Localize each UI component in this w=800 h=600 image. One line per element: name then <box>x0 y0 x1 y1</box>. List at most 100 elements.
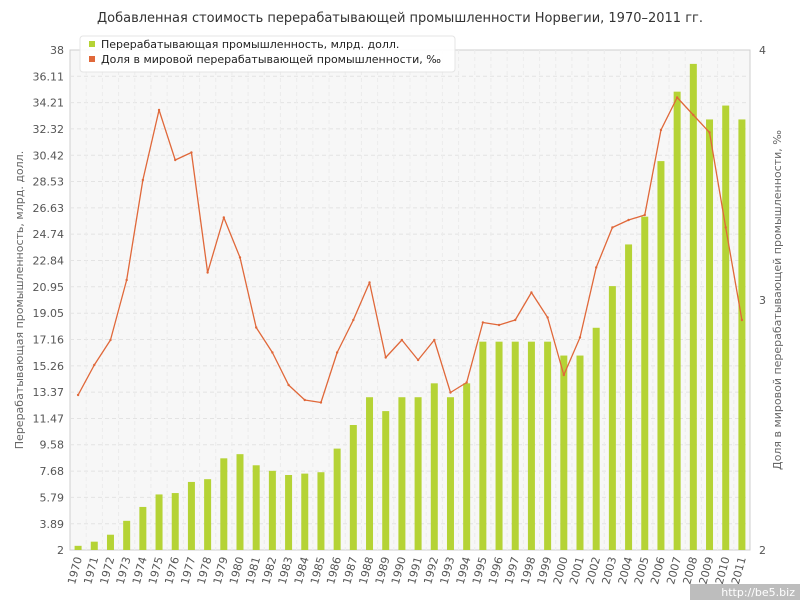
line-point <box>659 128 663 132</box>
line-point <box>271 351 274 354</box>
line-point <box>724 226 727 229</box>
line-point <box>497 323 501 327</box>
bar <box>268 470 276 550</box>
y-tick-label: 30.42 <box>33 149 65 162</box>
bar <box>333 448 341 550</box>
line-point <box>578 336 582 339</box>
line-point <box>238 256 242 259</box>
line-point <box>692 113 695 117</box>
line-point <box>546 316 549 319</box>
y-tick-label: 26.63 <box>33 202 65 215</box>
bar <box>608 286 616 550</box>
bar <box>544 341 552 550</box>
line-point <box>481 321 485 324</box>
y-tick-label: 11.47 <box>33 412 65 425</box>
bar <box>74 545 82 550</box>
y-tick-label: 13.37 <box>33 386 65 399</box>
line-point <box>303 398 306 402</box>
bar <box>317 472 325 550</box>
bar <box>479 341 487 550</box>
bar <box>414 397 422 550</box>
y-tick-label: 2 <box>57 544 64 557</box>
line-point <box>76 393 80 397</box>
y-tick-label: 22.84 <box>33 255 65 268</box>
line-point <box>222 216 226 219</box>
line-point <box>465 381 468 384</box>
line-point <box>335 351 339 354</box>
bar <box>90 541 98 550</box>
bar <box>171 493 179 550</box>
y2-tick-label: 3 <box>759 294 766 307</box>
bar <box>446 397 454 550</box>
line-point <box>562 373 566 377</box>
bar <box>657 161 665 550</box>
line-point <box>125 278 128 282</box>
bar-series <box>74 63 746 551</box>
y2-tick-label: 4 <box>759 44 766 57</box>
line-point <box>449 391 452 394</box>
y-tick-label: 38 <box>50 44 64 57</box>
line-point <box>675 96 679 99</box>
line-point <box>514 318 517 322</box>
bar <box>689 63 697 551</box>
bar <box>106 534 114 550</box>
bar <box>187 481 195 550</box>
bar <box>349 425 357 550</box>
bar <box>252 465 260 550</box>
line-point <box>530 291 533 294</box>
y-axis-left-label: Перерабатывающая промышленность, млрд. д… <box>13 151 26 449</box>
bar <box>706 119 714 550</box>
legend-box <box>79 35 456 73</box>
bar <box>301 473 309 550</box>
legend-label-line: Доля в мировой перерабатывающей промышле… <box>101 53 441 66</box>
y-tick-label: 36.11 <box>33 70 65 83</box>
bar <box>576 355 584 550</box>
legend-label-bars: Перерабатывающая промышленность, млрд. д… <box>101 38 399 51</box>
bar <box>495 341 503 550</box>
watermark-background <box>690 584 800 600</box>
bar <box>625 244 633 550</box>
y-tick-label: 28.53 <box>33 176 65 189</box>
line-point <box>708 131 711 134</box>
y-axis-right-label: Доля в мировой перерабатывающей промышле… <box>771 130 784 470</box>
bar <box>722 105 730 551</box>
bar <box>463 383 471 550</box>
line-point <box>400 338 404 342</box>
bar <box>155 494 163 550</box>
y-tick-label: 5.79 <box>40 491 65 504</box>
line-point <box>594 266 598 269</box>
line-point <box>352 318 355 322</box>
line-point <box>643 213 646 217</box>
line-point <box>319 401 323 404</box>
line-path <box>77 96 743 404</box>
line-point <box>174 158 177 162</box>
bar <box>641 216 649 550</box>
bar <box>560 355 568 550</box>
y-axis-left-ticks: 2 3.89 5.79 7.68 9.58 11.47 13.37 15.26 17.16 19.… <box>33 44 65 557</box>
line-point <box>206 271 209 274</box>
bar <box>592 327 600 550</box>
y-tick-label: 15.26 <box>33 360 65 373</box>
y-tick-label: 3.89 <box>40 518 65 531</box>
line-point <box>384 356 387 359</box>
bar <box>527 341 535 550</box>
y-tick-label: 7.68 <box>40 465 65 478</box>
line-point <box>109 338 112 342</box>
line-point <box>254 326 258 329</box>
line-point <box>190 151 193 154</box>
bar <box>382 411 390 550</box>
y-tick-label: 17.16 <box>33 333 65 346</box>
line-point <box>141 178 145 182</box>
bar <box>366 397 374 550</box>
y-axis-right-ticks: 2 3 4 <box>759 44 766 557</box>
bar <box>738 119 746 550</box>
bar <box>430 383 438 550</box>
y-tick-label: 32.32 <box>33 123 65 136</box>
bar <box>398 397 406 550</box>
y-tick-label: 34.21 <box>33 97 65 110</box>
line-point <box>611 226 614 229</box>
bar <box>236 454 244 550</box>
bar <box>220 458 228 550</box>
line-point <box>287 383 290 387</box>
